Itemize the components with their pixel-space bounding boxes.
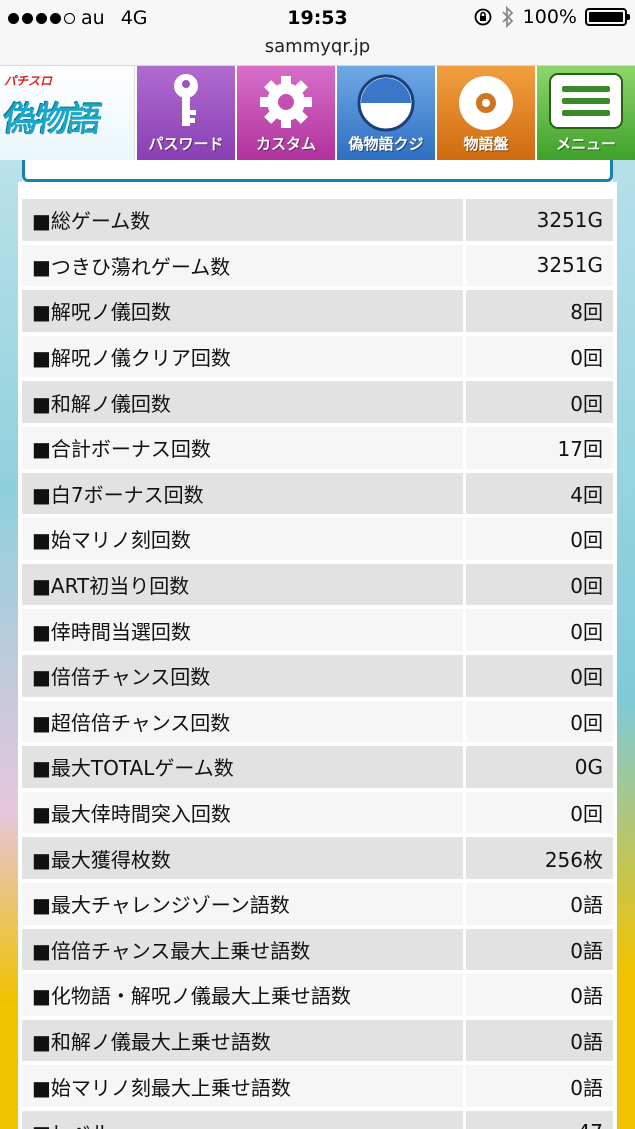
stat-name: ■解呪ノ儀クリア回数 xyxy=(22,335,466,378)
stats-row: ■つきひ蕩れゲーム数 3251G xyxy=(22,244,613,287)
url-bar[interactable]: sammyqr.jp xyxy=(0,36,635,66)
stat-name: ■白7ボーナス回数 xyxy=(22,472,466,515)
story-board-button[interactable]: 物語盤 xyxy=(435,66,535,160)
stats-row: ■倍倍チャンス回数 0回 xyxy=(22,654,613,697)
logo-subtitle: パチスロ xyxy=(4,74,53,88)
stat-name: ■始マリノ刻回数 xyxy=(22,518,466,560)
stats-row: ■総ゲーム数 3251G xyxy=(22,199,613,241)
stat-name: ■レベル xyxy=(22,1110,466,1129)
stat-name: ■倍倍チャンス回数 xyxy=(22,654,466,697)
stats-row: ■合計ボーナス回数 17回 xyxy=(22,426,613,469)
stats-row: ■始マリノ刻回数 0回 xyxy=(22,518,613,560)
stat-value: 256枚 xyxy=(466,837,613,879)
stat-name: ■倍倍チャンス最大上乗せ語数 xyxy=(22,928,466,971)
stats-row: ■和解ノ儀最大上乗せ語数 0語 xyxy=(22,1019,613,1062)
stat-value: 0語 xyxy=(466,1019,613,1062)
stat-name: ■倖時間当選回数 xyxy=(22,609,466,651)
stat-name: ■つきひ蕩れゲーム数 xyxy=(22,244,466,287)
lottery-label: 偽物語クジ xyxy=(348,135,424,153)
stat-value: 4回 xyxy=(466,472,613,515)
menu-icon xyxy=(549,73,623,129)
stat-name: ■合計ボーナス回数 xyxy=(22,426,466,469)
stat-value: 47 xyxy=(466,1110,613,1129)
stat-name: ■化物語・解呪ノ儀最大上乗せ語数 xyxy=(22,974,466,1016)
stat-value: 0回 xyxy=(466,700,613,743)
stats-row: ■白7ボーナス回数 4回 xyxy=(22,472,613,515)
stat-name: ■最大獲得枚数 xyxy=(22,837,466,879)
network-label: 4G xyxy=(120,7,148,29)
battery-icon xyxy=(585,8,630,26)
stat-value: 0語 xyxy=(466,974,613,1016)
lottery-icon xyxy=(357,74,415,132)
stat-value: 0回 xyxy=(466,335,613,378)
stat-value: 3251G xyxy=(466,244,613,287)
stats-row: ■解呪ノ儀クリア回数 0回 xyxy=(22,335,613,378)
stats-row: ■超倍倍チャンス回数 0回 xyxy=(22,700,613,743)
custom-button[interactable]: カスタム xyxy=(235,66,335,160)
disc-icon xyxy=(459,76,513,130)
url-text: sammyqr.jp xyxy=(264,36,371,57)
stat-value: 17回 xyxy=(466,426,613,469)
nav-bar: パチスロ 偽物語 パスワード カスタム xyxy=(0,66,635,160)
stats-row: ■最大倖時間突入回数 0回 xyxy=(22,791,613,834)
stats-row: ■和解ノ儀回数 0回 xyxy=(22,381,613,423)
menu-button[interactable]: メニュー xyxy=(535,66,635,160)
background-art-left xyxy=(0,66,22,1129)
gear-icon xyxy=(260,76,312,128)
site-logo[interactable]: パチスロ 偽物語 xyxy=(0,66,135,160)
stats-row: ■倍倍チャンス最大上乗せ語数 0語 xyxy=(22,928,613,971)
stats-row: ■倖時間当選回数 0回 xyxy=(22,609,613,651)
stat-name: ■解呪ノ儀回数 xyxy=(22,290,466,332)
stats-row: ■最大獲得枚数 256枚 xyxy=(22,837,613,879)
stat-name: ■最大TOTALゲーム数 xyxy=(22,746,466,788)
password-label: パスワード xyxy=(148,135,224,153)
status-bar: au 4G 19:53 100% xyxy=(0,0,635,36)
custom-label: カスタム xyxy=(255,135,316,153)
stat-value: 0回 xyxy=(466,563,613,606)
stat-name: ■ART初当り回数 xyxy=(22,563,466,606)
stat-value: 0回 xyxy=(466,381,613,423)
stat-name: ■始マリノ刻最大上乗せ語数 xyxy=(22,1065,466,1107)
stat-name: ■最大倖時間突入回数 xyxy=(22,791,466,834)
battery-percent: 100% xyxy=(522,6,577,28)
password-button[interactable]: パスワード xyxy=(135,66,235,160)
stats-row: ■解呪ノ儀回数 8回 xyxy=(22,290,613,332)
bluetooth-icon xyxy=(502,6,513,28)
stats-table: ■総ゲーム数 3251G ■つきひ蕩れゲーム数 3251G ■解呪ノ儀回数 8回 ■解呪ノ儀… xyxy=(22,195,613,1129)
stat-value: 0回 xyxy=(466,609,613,651)
stat-value: 8回 xyxy=(466,290,613,332)
stats-row: ■化物語・解呪ノ儀最大上乗せ語数 0語 xyxy=(22,974,613,1016)
background-art-right xyxy=(613,66,635,1129)
stat-value: 0回 xyxy=(466,518,613,560)
lottery-button[interactable]: 偽物語クジ xyxy=(335,66,435,160)
stat-name: ■超倍倍チャンス回数 xyxy=(22,700,466,743)
stat-value: 0語 xyxy=(466,928,613,971)
stats-row: ■ART初当り回数 0回 xyxy=(22,563,613,606)
stat-value: 0語 xyxy=(466,1065,613,1107)
stat-value: 3251G xyxy=(466,199,613,241)
carrier-label: au xyxy=(81,7,105,29)
stats-row: ■最大チャレンジゾーン語数 0語 xyxy=(22,882,613,925)
panel-header-frame xyxy=(22,160,613,182)
stats-row: ■レベル47 xyxy=(22,1110,613,1129)
stats-row: ■始マリノ刻最大上乗せ語数 0語 xyxy=(22,1065,613,1107)
stat-value: 0回 xyxy=(466,791,613,834)
stats-row: ■最大TOTALゲーム数 0G xyxy=(22,746,613,788)
stat-name: ■総ゲーム数 xyxy=(22,199,466,241)
menu-label: メニュー xyxy=(555,135,616,153)
stat-value: 0語 xyxy=(466,882,613,925)
clock: 19:53 xyxy=(287,7,348,29)
key-icon xyxy=(174,74,198,126)
stat-value: 0G xyxy=(466,746,613,788)
stat-name: ■和解ノ儀回数 xyxy=(22,381,466,423)
rotation-lock-icon xyxy=(474,8,492,26)
logo-title: 偽物語 xyxy=(0,100,103,140)
stat-name: ■和解ノ儀最大上乗せ語数 xyxy=(22,1019,466,1062)
signal-strength-icon xyxy=(8,12,75,24)
stat-value: 0回 xyxy=(466,654,613,697)
stat-name: ■最大チャレンジゾーン語数 xyxy=(22,882,466,925)
story-board-label: 物語盤 xyxy=(463,135,509,153)
